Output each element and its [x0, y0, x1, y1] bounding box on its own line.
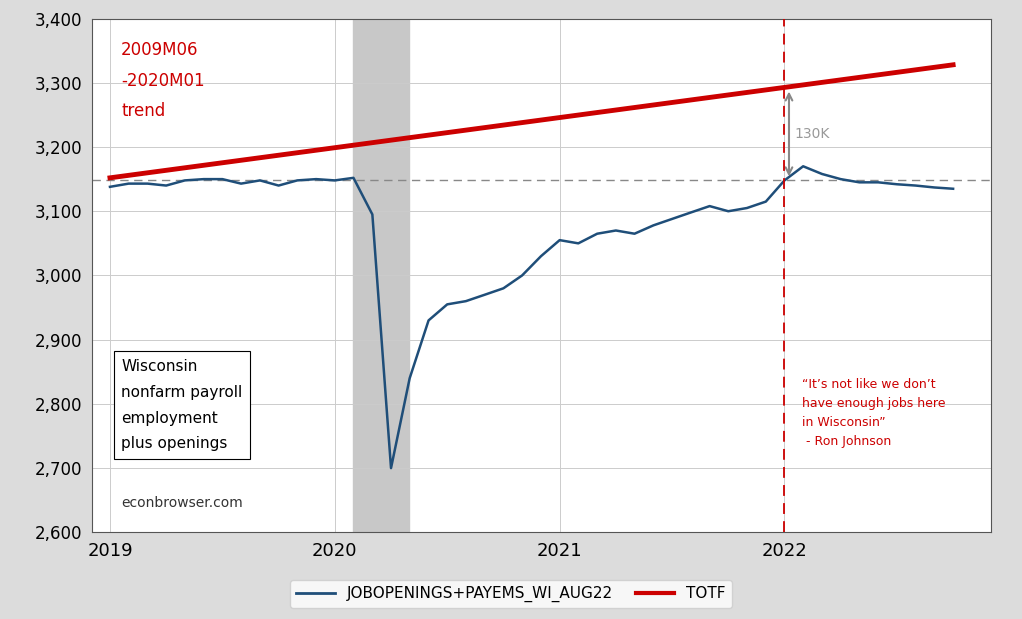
Bar — [353, 19, 409, 532]
Text: econbrowser.com: econbrowser.com — [122, 496, 243, 509]
Text: 130K: 130K — [794, 127, 830, 141]
Legend: JOBOPENINGS+PAYEMS_WI_AUG22, TOTF: JOBOPENINGS+PAYEMS_WI_AUG22, TOTF — [290, 580, 732, 608]
Text: “It’s not like we don’t
have enough jobs here
in Wisconsin”
 - Ron Johnson: “It’s not like we don’t have enough jobs… — [802, 378, 946, 448]
Text: Wisconsin
nonfarm payroll
employment
plus openings: Wisconsin nonfarm payroll employment plu… — [122, 359, 242, 451]
Text: 2009M06
-2020M01
trend: 2009M06 -2020M01 trend — [122, 41, 204, 120]
